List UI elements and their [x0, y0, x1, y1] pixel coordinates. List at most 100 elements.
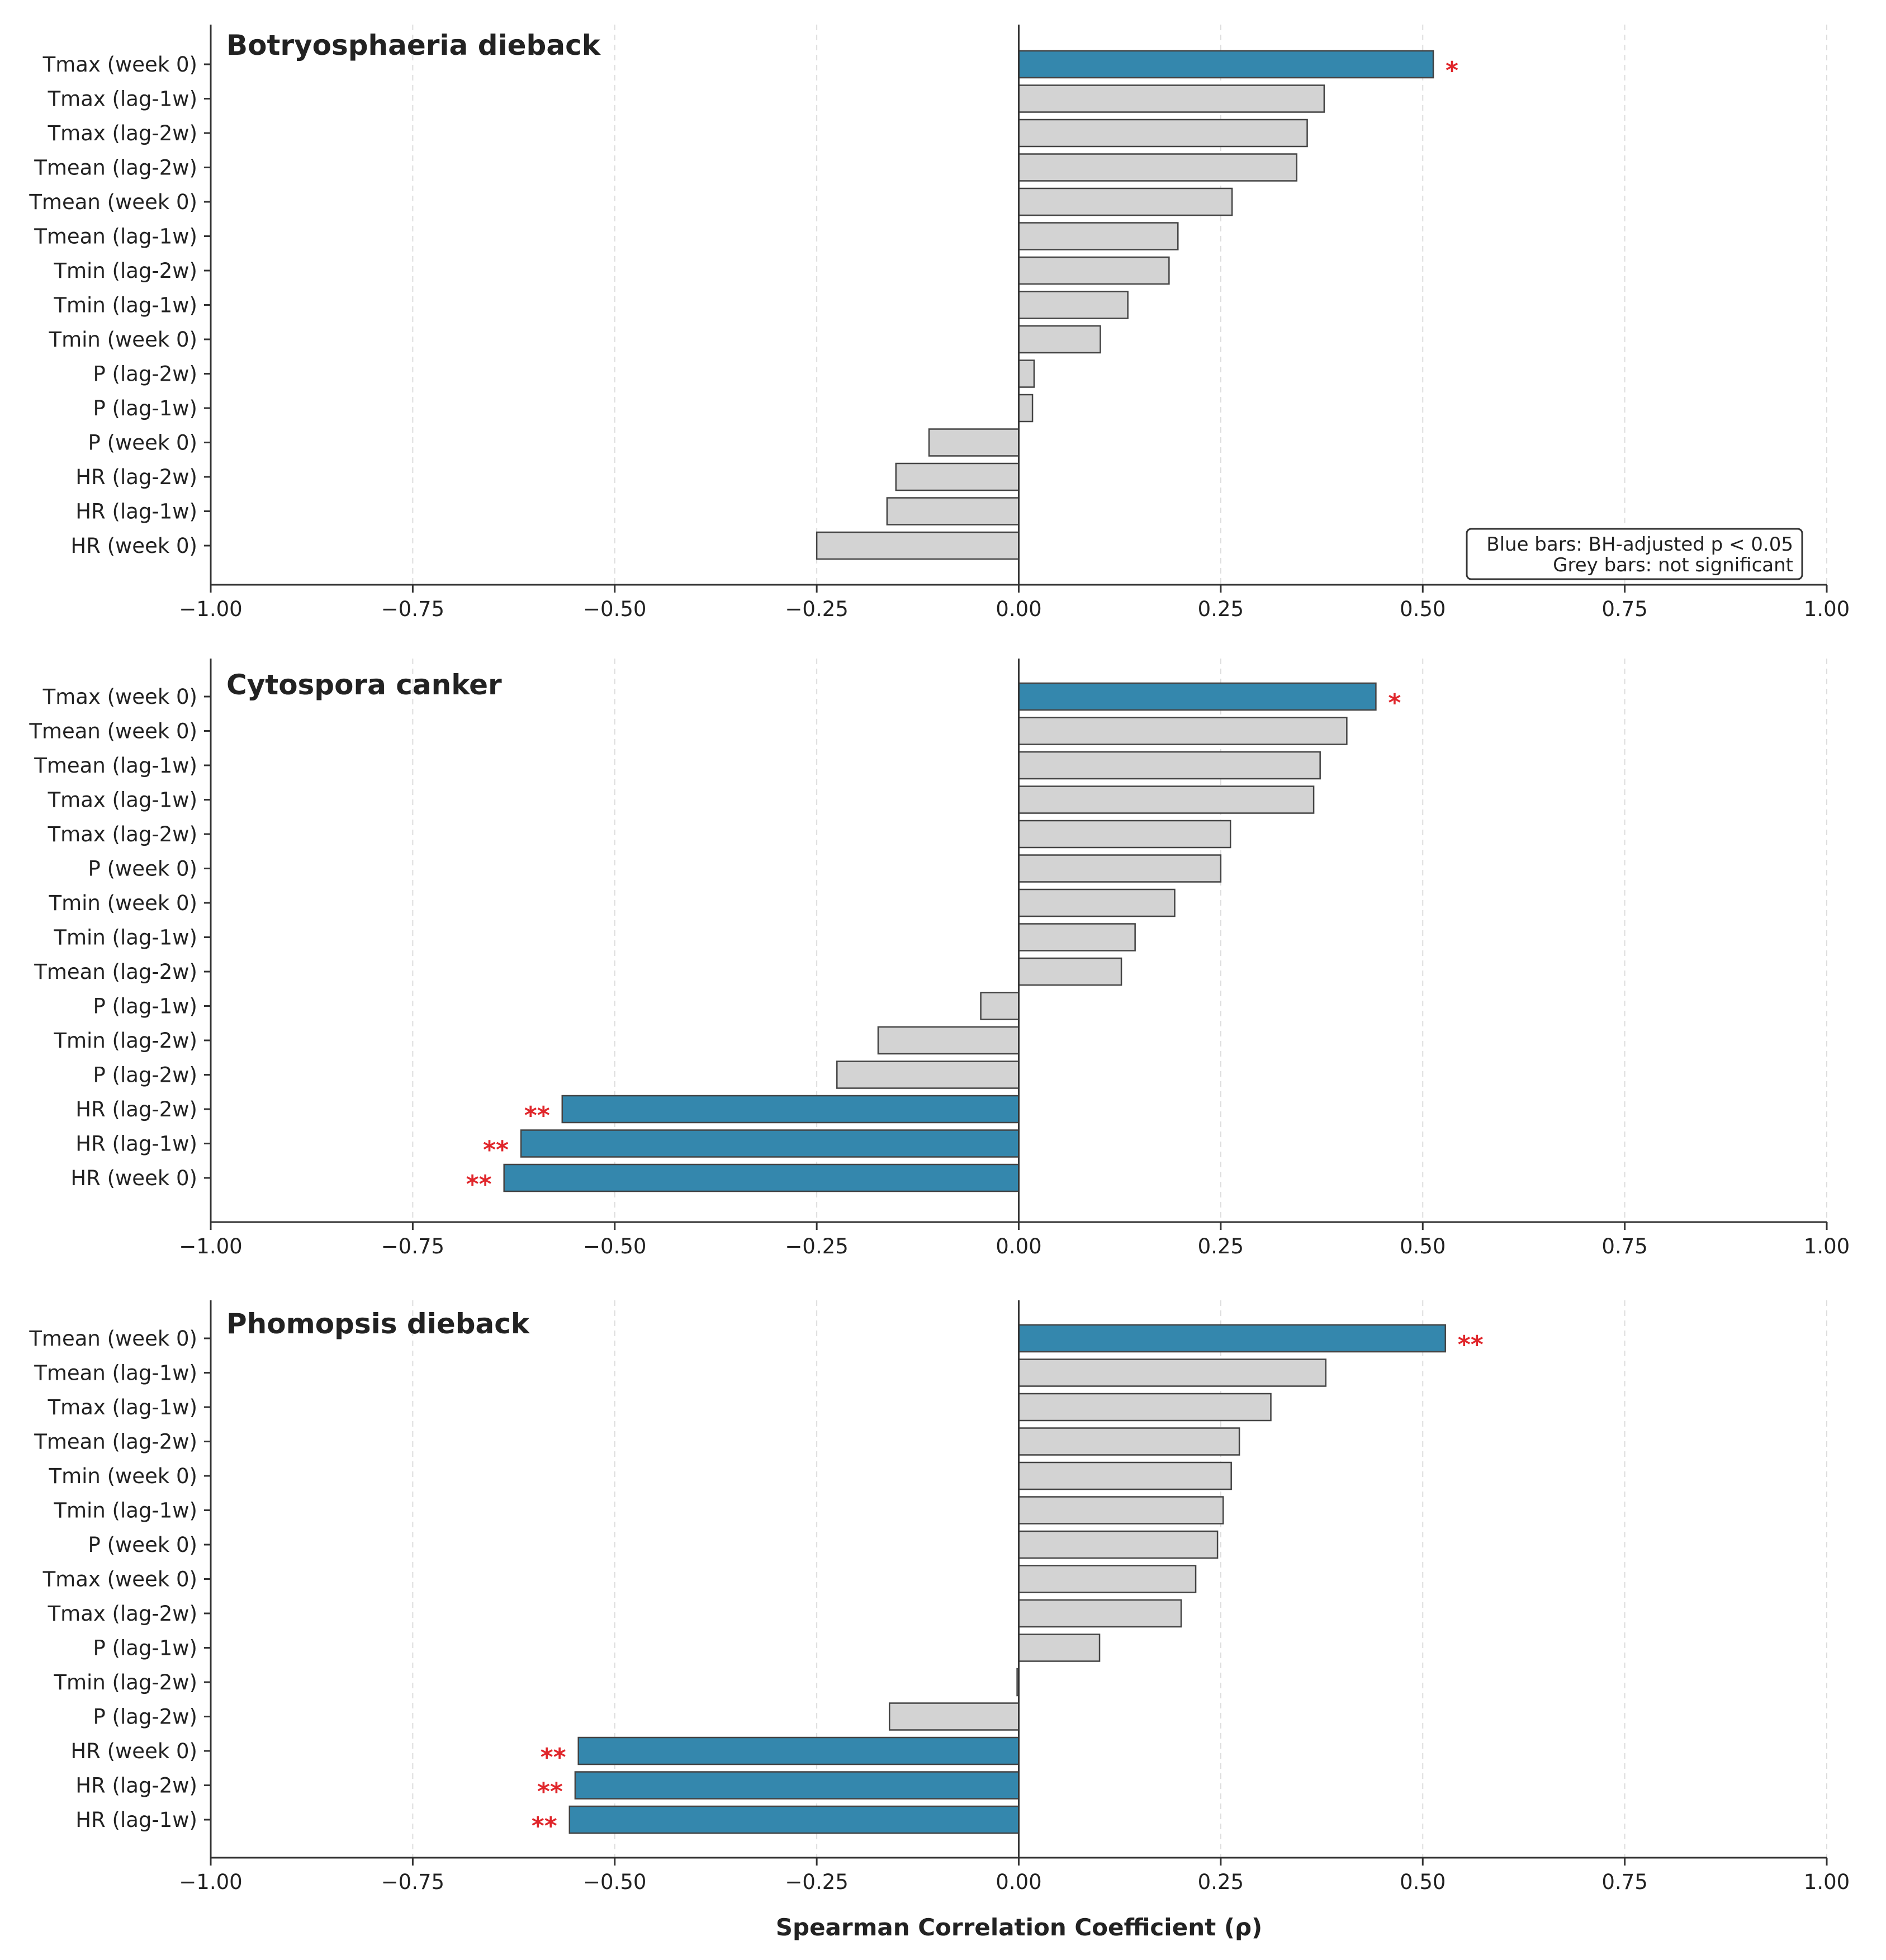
bar	[1018, 1599, 1182, 1628]
category-label: Tmax (week 0)	[42, 685, 197, 709]
x-tick-label: 0.75	[1601, 1234, 1647, 1258]
category-label: Tmax (lag-2w)	[48, 1602, 197, 1626]
x-tick-label: 0.50	[1400, 1870, 1446, 1894]
x-tick-label: −1.00	[179, 1234, 242, 1258]
category-label: HR (lag-2w)	[75, 1774, 197, 1798]
bar	[1018, 1393, 1272, 1422]
x-tick-label: −0.25	[785, 1234, 848, 1258]
category-label: Tmin (lag-2w)	[53, 259, 197, 283]
panel-title: Cytospora canker	[226, 669, 502, 701]
bar	[1018, 957, 1122, 986]
bar	[1018, 854, 1222, 883]
bar	[888, 1702, 1020, 1731]
bar	[520, 1129, 1020, 1158]
category-label: Tmean (lag-2w)	[34, 1430, 197, 1454]
category-label: HR (lag-2w)	[75, 1097, 197, 1121]
bar	[1018, 394, 1034, 423]
category-label: Tmin (lag-2w)	[53, 1670, 197, 1694]
bar	[1018, 256, 1170, 285]
bar	[836, 1061, 1020, 1089]
panel-title: Botryosphaeria dieback	[226, 29, 601, 61]
x-tick-label: −0.75	[381, 1234, 444, 1258]
bar	[503, 1163, 1020, 1192]
category-label: P (lag-1w)	[93, 396, 197, 420]
category-label: Tmean (lag-1w)	[34, 225, 197, 249]
bar	[1018, 84, 1325, 113]
x-tick-label: 0.25	[1198, 1870, 1244, 1894]
legend-box: Blue bars: BH-adjusted p < 0.05 Grey bar…	[1466, 528, 1803, 580]
bar	[1018, 1461, 1232, 1490]
bar	[816, 531, 1020, 560]
category-label: P (week 0)	[88, 857, 197, 881]
bar	[877, 1026, 1020, 1055]
category-label: Tmean (week 0)	[29, 190, 197, 214]
category-label: Tmean (lag-1w)	[34, 1361, 197, 1385]
category-label: HR (week 0)	[70, 534, 197, 558]
x-tick-label: 0.25	[1198, 597, 1244, 621]
category-label: Tmin (lag-1w)	[53, 1499, 197, 1523]
significance-marker: **	[537, 1778, 563, 1806]
category-label: P (lag-2w)	[93, 1063, 197, 1087]
chart-panel-3: −1.00 −0.75 −0.50 −0.25 0.00 0.25 0.50 0.75 1.00…	[29, 1300, 1850, 1894]
category-label: Tmean (lag-1w)	[34, 754, 197, 778]
significance-marker: **	[532, 1812, 557, 1840]
category-label: P (lag-2w)	[93, 1705, 197, 1729]
x-tick-label: 1.00	[1804, 597, 1850, 621]
x-tick-label: −0.50	[583, 1234, 646, 1258]
x-tick-label: 0.00	[996, 597, 1041, 621]
bar	[1018, 291, 1129, 319]
category-label: Tmax (week 0)	[42, 53, 197, 77]
category-label: HR (lag-2w)	[75, 465, 197, 489]
legend-line-not-significant: Grey bars: not significant	[1553, 554, 1793, 576]
category-label: P (lag-2w)	[93, 362, 197, 386]
x-tick-label: −0.25	[785, 597, 848, 621]
category-label: P (week 0)	[88, 431, 197, 455]
chart-panel-2: −1.00 −0.75 −0.50 −0.25 0.00 0.25 0.50 0.75 1.00…	[29, 659, 1850, 1258]
bar	[1018, 1565, 1197, 1593]
bar	[1018, 359, 1035, 388]
bar	[1018, 923, 1136, 951]
bar	[1018, 1634, 1101, 1662]
bar	[895, 462, 1020, 491]
x-tick-label: −1.00	[179, 1870, 242, 1894]
x-tick-label: −0.50	[583, 1870, 646, 1894]
x-tick-label: 0.75	[1601, 597, 1647, 621]
bar	[568, 1805, 1020, 1834]
category-label: Tmin (lag-2w)	[53, 1029, 197, 1053]
category-label: Tmax (lag-1w)	[48, 1395, 197, 1419]
category-label: Tmax (lag-1w)	[48, 788, 197, 812]
x-tick-label: −0.75	[381, 597, 444, 621]
legend-frame	[1466, 528, 1803, 580]
category-label: Tmax (lag-1w)	[48, 87, 197, 111]
significance-marker: **	[483, 1136, 509, 1164]
x-tick-label: 1.00	[1804, 1234, 1850, 1258]
x-tick-label: −0.25	[785, 1870, 848, 1894]
x-tick-label: −0.75	[381, 1870, 444, 1894]
bar	[928, 428, 1020, 457]
x-tick-label: 0.50	[1400, 597, 1446, 621]
category-label: Tmin (week 0)	[48, 328, 197, 352]
bar	[1018, 1530, 1219, 1559]
x-tick-label: 0.25	[1198, 1234, 1244, 1258]
category-label: Tmin (lag-1w)	[53, 293, 197, 318]
panels: −1.00 −0.75 −0.50 −0.25 0.00 0.25 0.50 0.75 1.00…	[29, 25, 1850, 1894]
bar	[1018, 153, 1298, 182]
legend-line-significant: Blue bars: BH-adjusted p < 0.05	[1486, 533, 1793, 556]
bar	[1018, 325, 1101, 354]
category-label: Tmin (week 0)	[48, 1464, 197, 1488]
bar	[1018, 820, 1231, 849]
x-tick-label: 1.00	[1804, 1870, 1850, 1894]
x-tick-label: 0.75	[1601, 1870, 1647, 1894]
category-label: HR (lag-1w)	[75, 500, 197, 524]
x-tick-label: 0.00	[996, 1234, 1041, 1258]
x-tick-label: −0.50	[583, 597, 646, 621]
category-label: Tmean (week 0)	[29, 1327, 197, 1351]
bar	[1018, 717, 1348, 745]
bar	[1018, 785, 1315, 814]
bar	[1018, 1358, 1327, 1387]
significance-marker: **	[524, 1101, 550, 1130]
bar	[577, 1736, 1020, 1765]
bar	[1018, 751, 1321, 780]
